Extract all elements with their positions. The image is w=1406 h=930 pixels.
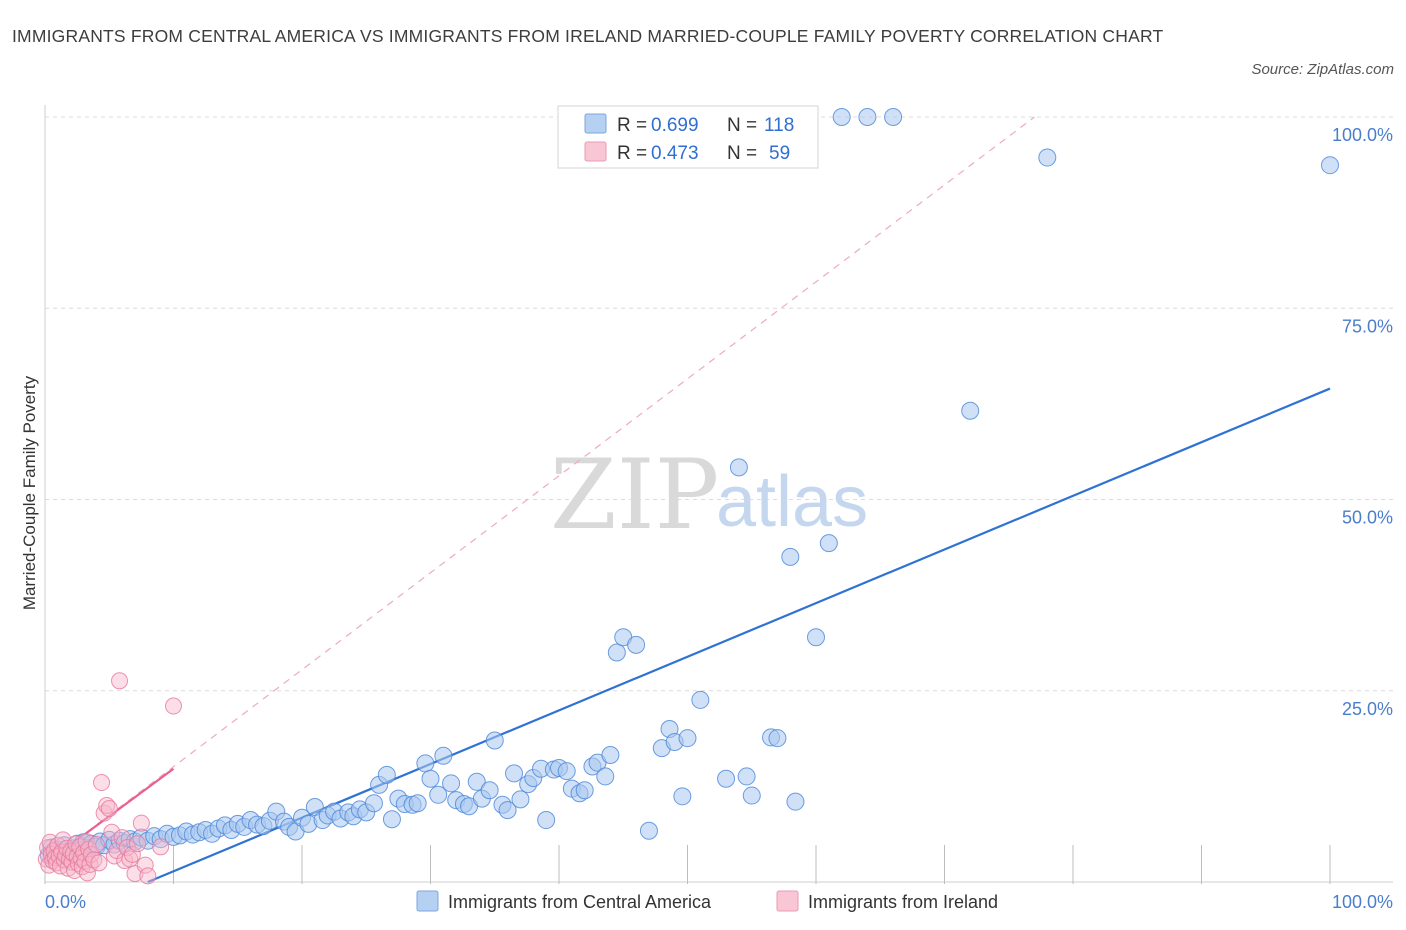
point-ireland [139, 867, 157, 885]
point-central-america [786, 792, 805, 811]
point-ireland [111, 672, 129, 690]
y-tick-label: 25.0% [1342, 699, 1393, 719]
point-central-america [511, 790, 530, 809]
point-ireland [98, 797, 116, 814]
point-central-america [421, 769, 440, 788]
top-legend: R = 0.699 N = 118 R = 0.473 N = 59 [557, 105, 819, 169]
y-axis-label: Married-Couple Family Poverty [20, 375, 39, 610]
point-ireland [132, 814, 150, 832]
point-ireland [100, 800, 118, 818]
point-ireland [113, 829, 131, 847]
points [37, 108, 1339, 885]
point-central-america [505, 764, 524, 783]
bottom-legend-swatch-pink [776, 890, 799, 912]
point-central-america [673, 787, 692, 806]
y-tick-label: 75.0% [1342, 316, 1393, 336]
y-tick-label: 50.0% [1342, 508, 1393, 528]
point-central-america [434, 746, 453, 765]
watermark: ZIP atlas [550, 439, 868, 551]
point-central-america [678, 729, 697, 748]
legend-r-label-2: R = [617, 143, 647, 164]
legend-r-label-1: R = [617, 115, 647, 136]
point-central-america [467, 772, 486, 791]
point-central-america [717, 769, 736, 788]
legend-swatch-pink [584, 141, 607, 162]
point-central-america [575, 781, 594, 800]
point-central-america [557, 762, 576, 781]
point-central-america [961, 401, 980, 420]
source-label: Source: ZipAtlas.com [1251, 61, 1394, 78]
point-central-america [884, 108, 903, 126]
point-central-america [627, 635, 646, 654]
x-tick-label: 100.0% [1332, 892, 1393, 912]
point-central-america [1038, 148, 1057, 167]
point-central-america [601, 746, 620, 765]
legend-r-value-2: 0.473 [651, 143, 699, 164]
legend-n-label-2: N = [727, 143, 757, 164]
legend-n-value-2: 59 [769, 143, 790, 164]
point-central-america [807, 628, 825, 647]
point-central-america [742, 786, 761, 805]
trend-line-ireland-dashed [44, 116, 1035, 865]
point-ireland [123, 845, 141, 863]
point-ireland [129, 835, 147, 853]
point-central-america [408, 794, 427, 813]
point-ireland [165, 697, 182, 715]
point-ireland [103, 823, 121, 841]
point-central-america [607, 643, 626, 662]
point-central-america [858, 108, 877, 126]
point-central-america [485, 731, 504, 750]
point-central-america [832, 108, 851, 126]
bottom-legend-swatch-blue [416, 890, 439, 912]
bottom-legend-label-2: Immigrants from Ireland [808, 892, 998, 912]
point-central-america [537, 811, 556, 830]
point-ireland [136, 856, 154, 874]
point-central-america [382, 810, 401, 829]
trend-line-central-america [147, 387, 1331, 884]
watermark-zip: ZIP [550, 439, 719, 551]
point-central-america [429, 785, 448, 804]
point-central-america [377, 765, 396, 784]
point-ireland [93, 774, 111, 792]
point-central-america [596, 767, 615, 786]
point-central-america [442, 774, 461, 793]
point-central-america [639, 821, 658, 840]
point-ireland [87, 836, 105, 854]
bottom-legend-label-1: Immigrants from Central America [448, 892, 712, 912]
legend-swatch-blue [584, 113, 607, 134]
legend-r-value-1: 0.699 [651, 115, 699, 136]
grid [45, 116, 1393, 692]
point-central-america [480, 781, 499, 800]
point-central-america [1321, 156, 1339, 175]
point-central-america [819, 534, 838, 553]
point-central-america [364, 794, 383, 813]
tick-labels: 25.0% 50.0% 75.0% 100.0% 0.0% 100.0% [45, 125, 1393, 912]
point-central-america [729, 458, 748, 477]
x-tick-label: 0.0% [45, 892, 86, 912]
point-central-america [768, 729, 787, 748]
legend-n-label-1: N = [727, 115, 757, 136]
legend-n-value-1: 118 [764, 115, 794, 136]
chart-title: IMMIGRANTS FROM CENTRAL AMERICA VS IMMIG… [12, 26, 1164, 46]
point-central-america [691, 690, 710, 709]
point-ireland [152, 838, 170, 856]
point-central-america [416, 754, 435, 773]
point-ireland [90, 854, 108, 872]
y-tick-label: 100.0% [1332, 125, 1393, 145]
point-central-america [737, 767, 756, 786]
point-central-america [781, 547, 800, 566]
point-central-america [498, 801, 517, 820]
bottom-legend: Immigrants from Central America Immigran… [416, 890, 998, 912]
